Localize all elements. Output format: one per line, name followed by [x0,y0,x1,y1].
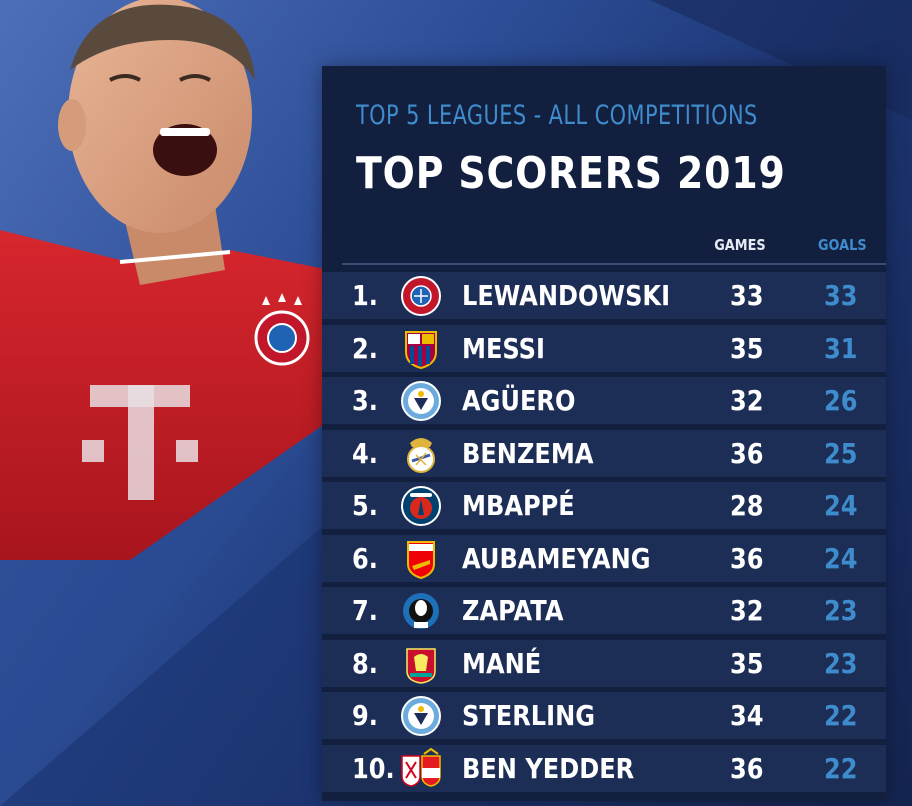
page-title: TOP SCORERS 2019 [356,148,786,199]
row-rank: 3. [352,384,378,417]
player-photo [0,0,330,560]
games-value: 36 [730,541,764,575]
sevilla-monaco-crest-icon [401,747,441,787]
row-rank: 9. [352,699,378,732]
row-rank: 6. [352,541,378,575]
scorers-list: 1. LEWANDOWSKI 33 33 2. MESSI 35 31 [322,272,886,797]
table-row: 2. MESSI 35 31 [322,324,886,372]
player-name: AGÜERO [462,384,576,417]
goals-value: 24 [824,489,858,522]
games-value: 35 [730,331,764,365]
barcelona-crest-icon [405,330,437,369]
table-row: 9. STERLING 34 22 [322,692,886,739]
games-value: 36 [730,751,764,785]
bayern-crest-icon [401,276,441,316]
man-city-crest-icon [401,696,441,736]
top-scorers-panel: TOP 5 LEAGUES - ALL COMPETITIONS TOP SCO… [322,66,886,801]
subtitle: TOP 5 LEAGUES - ALL COMPETITIONS [356,100,758,131]
row-rank: 2. [352,331,378,365]
player-name: MANÉ [462,646,542,680]
table-row: 1. LEWANDOWSKI 33 33 [322,272,886,319]
player-name: BENZEMA [462,436,594,470]
goals-value: 33 [824,279,858,312]
goals-value: 24 [824,541,858,575]
psg-crest-icon [401,486,441,526]
table-row: 7. ZAPATA 32 23 [322,587,886,634]
goals-value: 23 [824,646,858,680]
man-city-crest-icon [401,381,441,421]
real-madrid-crest-icon [407,437,435,473]
goals-value: 22 [824,751,858,785]
table-row: 6. AUBAMEYANG 36 24 [322,534,886,582]
table-row: 5. MBAPPÉ 28 24 [322,482,886,529]
row-rank: 7. [352,594,378,627]
row-rank: 1. [352,279,378,312]
goals-value: 25 [824,436,858,470]
goals-value: 22 [824,699,858,732]
goals-value: 23 [824,594,858,627]
header-divider [342,263,886,265]
table-row: 3. AGÜERO 32 26 [322,377,886,424]
row-rank: 4. [352,436,378,470]
row-rank: 8. [352,646,378,680]
player-name: AUBAMEYANG [462,541,651,575]
games-value: 33 [730,279,764,312]
column-header-goals: GOALS [817,236,867,254]
player-name: LEWANDOWSKI [462,279,671,312]
player-name: MESSI [462,331,545,365]
games-value: 35 [730,646,764,680]
games-value: 32 [730,594,764,627]
games-value: 34 [730,699,764,732]
column-header-games: GAMES [714,236,766,254]
atalanta-crest-icon [403,593,439,629]
player-name: MBAPPÉ [462,489,575,522]
goals-value: 26 [824,384,858,417]
row-rank: 10. [352,751,395,785]
goals-value: 31 [824,331,858,365]
arsenal-crest-icon [407,540,435,579]
row-rank: 5. [352,489,378,522]
player-name: ZAPATA [462,594,564,627]
games-value: 28 [730,489,764,522]
player-name: BEN YEDDER [462,751,635,785]
table-row: 4. BENZEMA 36 25 [322,429,886,477]
games-value: 32 [730,384,764,417]
table-row: 10. BEN YEDDER 36 22 [322,744,886,792]
player-name: STERLING [462,699,595,732]
table-row: 8. MANÉ 35 23 [322,639,886,687]
games-value: 36 [730,436,764,470]
liverpool-crest-icon [406,647,436,684]
